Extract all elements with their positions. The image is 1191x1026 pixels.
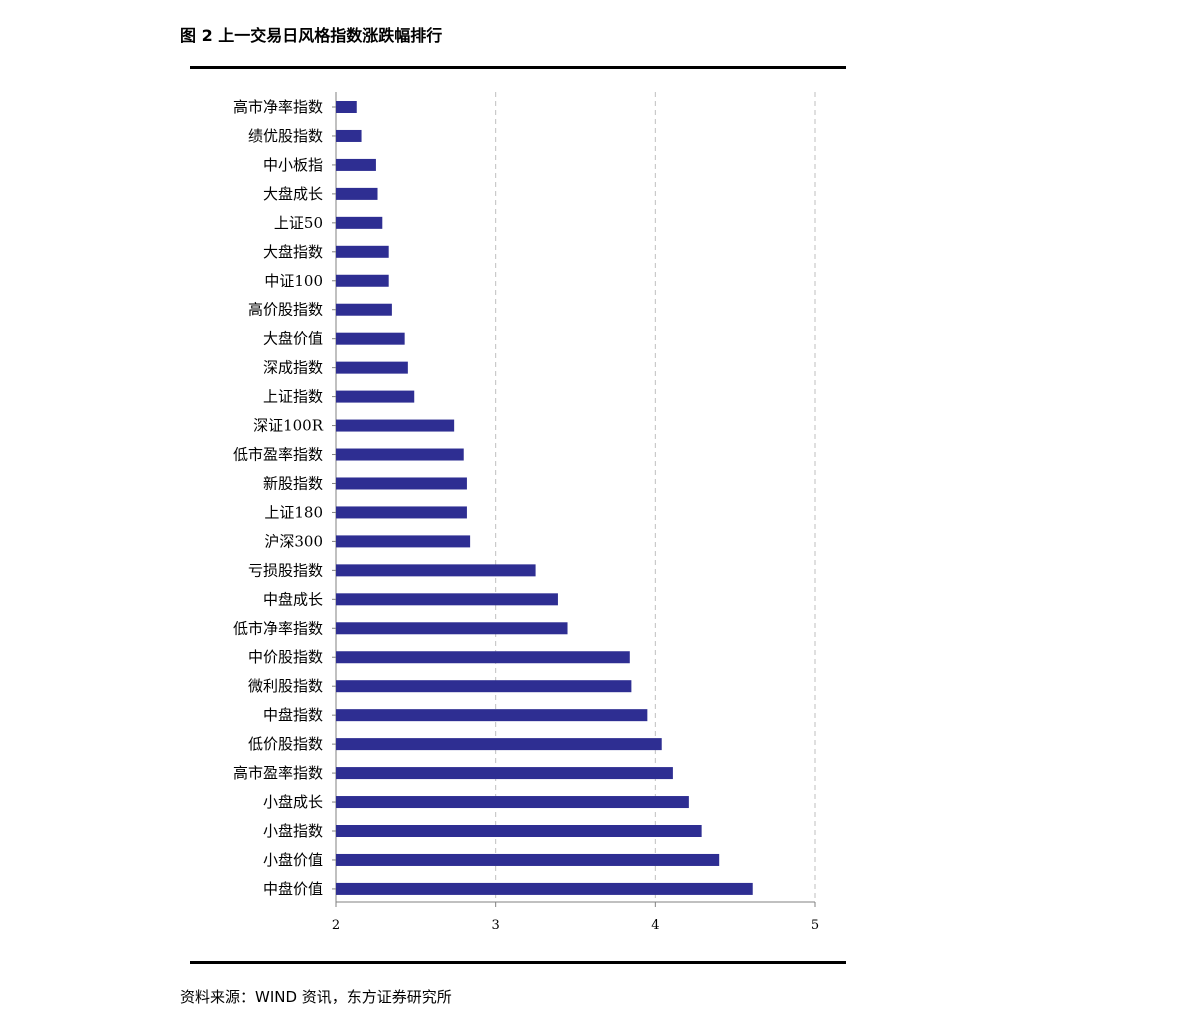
figure-title: 图 2 上一交易日风格指数涨跌幅排行 xyxy=(180,26,443,45)
bar xyxy=(336,825,702,837)
category-label: 大盘指数 xyxy=(263,243,323,261)
bar xyxy=(336,101,357,113)
category-label: 深成指数 xyxy=(263,359,323,377)
bar xyxy=(336,129,362,142)
x-tick-label: 3 xyxy=(492,918,500,933)
bar xyxy=(336,448,464,461)
category-label: 中价股指数 xyxy=(248,648,323,666)
category-label: 上证指数 xyxy=(263,388,323,406)
category-label: 高价股指数 xyxy=(248,301,323,319)
bar xyxy=(336,245,389,258)
category-label: 小盘指数 xyxy=(263,822,323,840)
bar xyxy=(336,796,689,809)
bar xyxy=(336,361,408,374)
source-note: 资料来源：WIND 资讯，东方证券研究所 xyxy=(180,988,452,1006)
bar xyxy=(336,535,471,548)
category-label: 中小板指 xyxy=(263,156,323,174)
top-rule xyxy=(190,66,846,69)
bar xyxy=(336,882,753,895)
bar xyxy=(336,651,630,664)
bar xyxy=(336,680,632,693)
category-label: 高市净率指数 xyxy=(233,98,323,116)
bar xyxy=(336,564,536,577)
category-label: 低市净率指数 xyxy=(233,619,323,637)
category-label: 小盘价值 xyxy=(263,851,323,869)
category-label: 中盘指数 xyxy=(263,706,323,724)
bar xyxy=(336,303,392,316)
category-label: 上证180 xyxy=(264,503,323,521)
bar xyxy=(336,477,467,490)
bar xyxy=(336,738,662,751)
bar xyxy=(336,709,648,722)
category-label: 中证100 xyxy=(264,272,323,290)
category-label: 低价股指数 xyxy=(248,735,323,753)
category-label: 大盘价值 xyxy=(263,330,323,348)
bar xyxy=(336,274,389,287)
category-label: 中盘价值 xyxy=(263,880,323,898)
category-label: 大盘成长 xyxy=(263,185,323,203)
bar xyxy=(336,419,455,432)
category-label: 新股指数 xyxy=(263,474,323,492)
bar xyxy=(336,332,405,345)
category-label: 深证100R xyxy=(253,417,324,435)
bar xyxy=(336,853,720,866)
x-tick-label: 2 xyxy=(332,918,340,933)
bottom-rule xyxy=(190,961,846,964)
bar xyxy=(336,622,568,635)
bar xyxy=(336,187,378,200)
category-label: 中盘成长 xyxy=(263,590,323,608)
bar xyxy=(336,390,415,403)
bar xyxy=(336,767,673,780)
category-label: 沪深300 xyxy=(264,532,323,550)
bar xyxy=(336,593,558,606)
category-label: 高市盈率指数 xyxy=(233,764,323,782)
bar xyxy=(336,216,383,229)
category-label: 绩优股指数 xyxy=(248,127,323,145)
x-tick-label: 5 xyxy=(811,918,819,933)
category-label: 亏损股指数 xyxy=(248,561,323,579)
category-label: 低市盈率指数 xyxy=(233,446,323,464)
x-tick-label: 4 xyxy=(651,918,659,933)
bar xyxy=(336,506,467,519)
category-label: 小盘成长 xyxy=(263,793,323,811)
category-label: 上证50 xyxy=(274,214,323,232)
bar xyxy=(336,158,376,171)
category-label: 微利股指数 xyxy=(248,677,323,695)
